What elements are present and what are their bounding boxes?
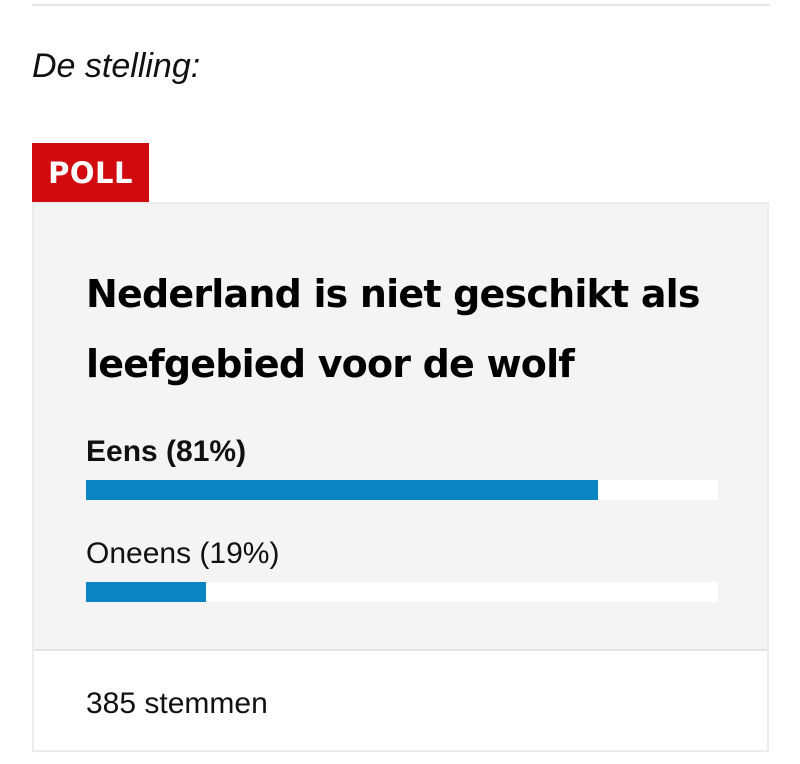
poll-body: Nederland is niet geschikt als leefgebie… bbox=[34, 204, 767, 651]
top-divider bbox=[32, 0, 770, 6]
poll-option-track bbox=[86, 582, 718, 602]
poll-option-oneens[interactable]: Oneens (19%) bbox=[86, 534, 718, 602]
poll-option-label: Oneens (19%) bbox=[86, 537, 280, 570]
poll-vote-count: 385 stemmen bbox=[86, 687, 268, 720]
poll-option-bar bbox=[86, 480, 598, 500]
poll-option-bar bbox=[86, 582, 207, 602]
intro-text: De stelling: bbox=[32, 47, 201, 85]
poll-option-track bbox=[86, 480, 718, 500]
poll-question: Nederland is niet geschikt als leefgebie… bbox=[86, 272, 701, 386]
poll-badge: POLL bbox=[32, 143, 149, 202]
poll-option-eens[interactable]: Eens (81%) bbox=[86, 432, 718, 500]
poll-card: Nederland is niet geschikt als leefgebie… bbox=[32, 202, 769, 752]
poll-option-label: Eens (81%) bbox=[86, 435, 247, 468]
